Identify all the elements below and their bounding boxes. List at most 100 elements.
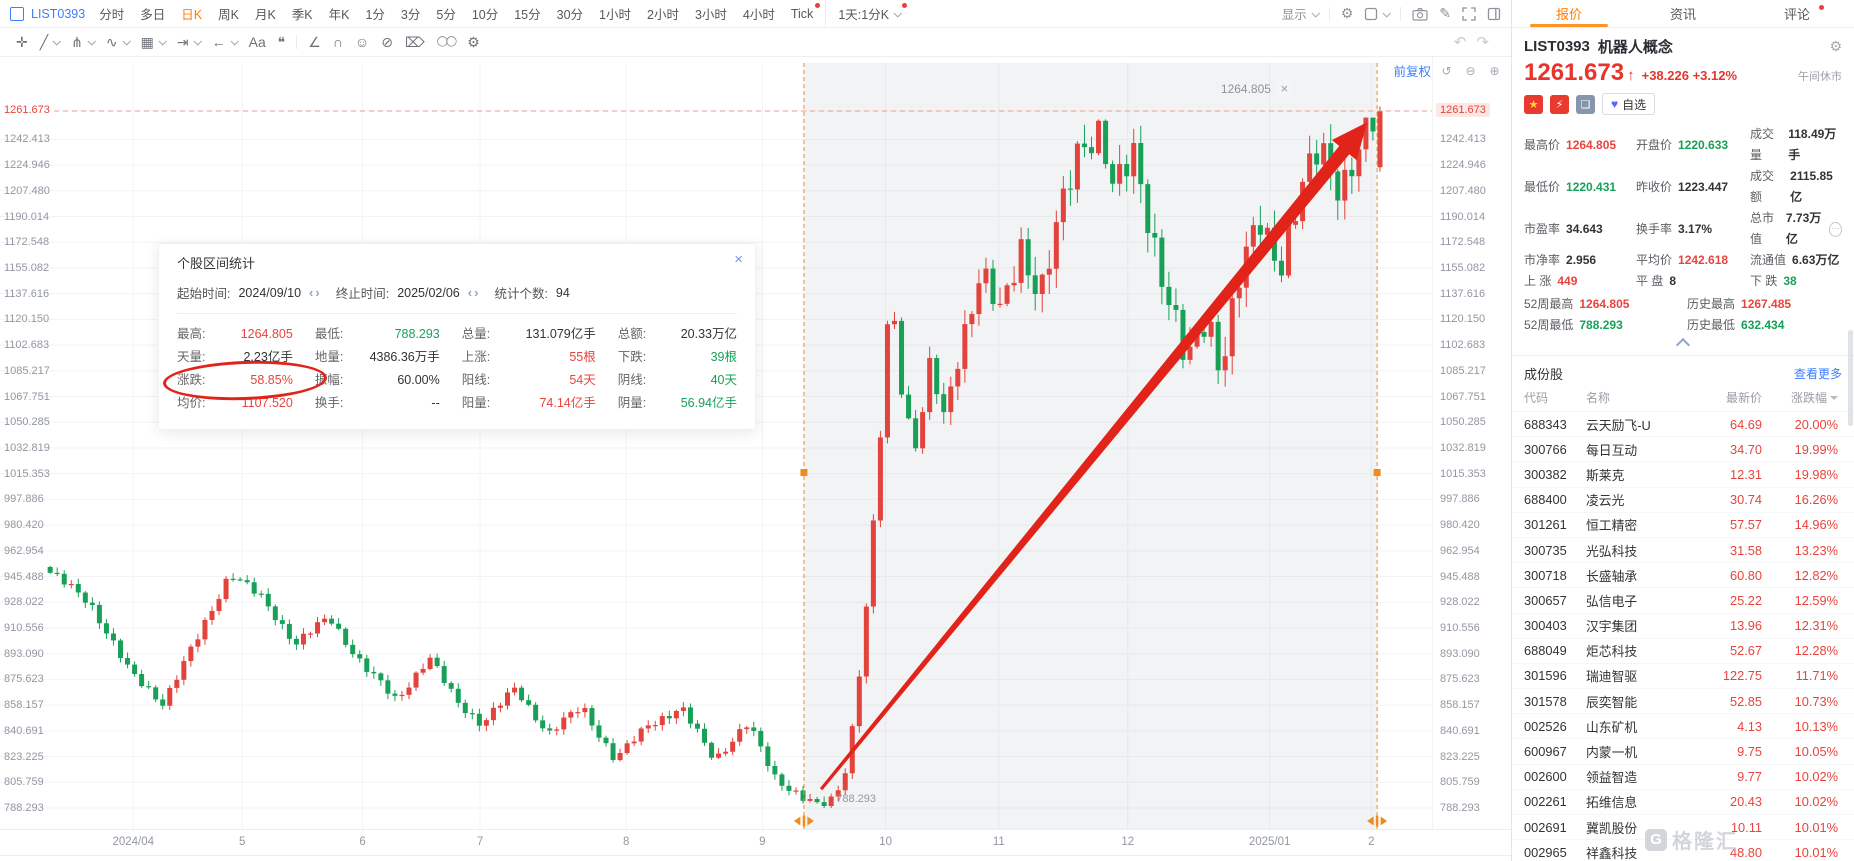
adjust-mode-label[interactable]: 前复权 — [1393, 65, 1431, 79]
pencil-icon[interactable]: ✎ — [1439, 5, 1451, 21]
price-label-right: 928.022 — [1440, 596, 1480, 609]
close-icon[interactable]: × — [1276, 81, 1292, 96]
period-分时[interactable]: 分时 — [91, 0, 132, 27]
stock-name: 冀凯股份 — [1586, 820, 1638, 836]
table-row[interactable]: 301578 辰奕智能 52.85 10.73% — [1512, 688, 1854, 713]
period-年K[interactable]: 年K — [321, 0, 358, 27]
cursor-tool[interactable]: ✛ — [10, 35, 34, 49]
stock-code: 300718 — [1524, 567, 1567, 583]
angle-tool[interactable]: ∠ — [302, 35, 327, 49]
date-stepper-icons[interactable]: ‹› — [309, 285, 322, 300]
fullscreen-icon[interactable] — [1462, 6, 1476, 21]
table-row[interactable]: 301261 恒工精密 57.57 14.96% — [1512, 511, 1854, 537]
text-tool[interactable]: Aa — [243, 35, 272, 49]
trendline-tool[interactable]: ╱ — [34, 35, 65, 49]
period-4小时[interactable]: 4小时 — [735, 0, 783, 27]
layout-icon[interactable] — [1364, 7, 1392, 21]
table-row[interactable]: 688343 云天励飞-U 64.69 20.00% — [1512, 411, 1854, 436]
compare-rings-tool[interactable]: ◯◯ — [431, 37, 461, 47]
stat-value: -- — [431, 396, 440, 410]
add-watchlist-button[interactable]: ♥ 自选 — [1602, 93, 1656, 115]
gear-icon[interactable]: ⚙ — [1340, 5, 1354, 21]
delete-tool[interactable]: ⌦ — [399, 35, 431, 49]
comment-tool[interactable]: ❝ — [272, 35, 292, 49]
reset-view-icon[interactable]: ↺ — [1441, 63, 1452, 78]
period-1分[interactable]: 1分 — [357, 0, 392, 27]
view-more-link[interactable]: 查看更多 — [1793, 367, 1842, 381]
table-row[interactable]: 300766 每日互动 34.70 19.99% — [1512, 436, 1854, 461]
period-日K[interactable]: 日K — [173, 0, 210, 27]
price-label-right: 1120.150 — [1440, 313, 1486, 326]
panel-toggle-icon[interactable] — [1487, 7, 1501, 21]
display-dropdown[interactable]: 显示 — [1282, 4, 1320, 23]
stock-price: 12.31 — [1729, 466, 1762, 482]
table-row[interactable]: 600967 内蒙一机 9.75 10.05% — [1512, 738, 1854, 763]
magnet-tool-glyph: ∩ — [332, 34, 343, 50]
camera-icon[interactable] — [1412, 7, 1428, 21]
price-axis[interactable]: 1261.673 1242.413 1224.946 1207.480 1190.01… — [1432, 57, 1511, 830]
emoji-tool[interactable]: ☺ — [349, 35, 375, 49]
popup-close-icon[interactable]: × — [734, 251, 743, 268]
zoom-in-icon[interactable]: ⊕ — [1489, 63, 1500, 78]
pattern-tool[interactable]: ▦ — [135, 35, 171, 49]
detail-label: 总市值 — [1750, 211, 1775, 246]
scrollbar[interactable] — [1848, 330, 1853, 426]
period-1小时[interactable]: 1小时 — [591, 0, 639, 27]
table-row[interactable]: 300657 弘信电子 25.22 12.59% — [1512, 587, 1854, 612]
table-row[interactable]: 688400 凌云光 30.74 16.26% — [1512, 486, 1854, 512]
period-10分[interactable]: 10分 — [464, 0, 506, 27]
period-多日[interactable]: 多日 — [132, 0, 173, 27]
detail-label: 下 跌 — [1750, 274, 1778, 288]
time-axis[interactable]: 2024/04 5 6 7 8 9 10 11 12 2025/01 2 — [0, 829, 1511, 856]
info-icon[interactable]: ⋯ — [1829, 221, 1842, 237]
period-15分[interactable]: 15分 — [506, 0, 548, 27]
wave-tool[interactable]: ∿ — [100, 35, 135, 49]
tab-评论[interactable]: 评论 — [1740, 0, 1854, 27]
zoom-out-icon[interactable]: ⊖ — [1465, 63, 1476, 78]
draw-settings-tool[interactable]: ⚙ — [461, 35, 486, 49]
start-date-value[interactable]: 2024/09/10 — [238, 285, 302, 300]
period-2小时[interactable]: 2小时 — [639, 0, 687, 27]
arrow-tool[interactable]: ← — [206, 35, 243, 49]
panel-gear-icon[interactable]: ⚙ — [1829, 38, 1842, 54]
pitchfork-tool[interactable]: ⋔ — [65, 35, 100, 49]
symbol-label[interactable]: LIST0393 — [31, 6, 86, 21]
column-header-sortable[interactable]: 涨跌幅 — [1762, 389, 1838, 406]
table-row[interactable]: 002965 祥鑫科技 48.80 10.01% — [1512, 839, 1854, 861]
period-5分[interactable]: 5分 — [428, 0, 463, 27]
period-周K[interactable]: 周K — [210, 0, 247, 27]
chevron-down-icon — [193, 37, 202, 46]
table-row[interactable]: 002526 山东矿机 4.13 10.13% — [1512, 713, 1854, 738]
table-row[interactable]: 002261 拓维信息 20.43 10.02% — [1512, 788, 1854, 814]
period-3小时[interactable]: 3小时 — [687, 0, 735, 27]
table-row[interactable]: 002691 冀凯股份 10.11 10.01% — [1512, 814, 1854, 839]
table-row[interactable]: 002600 领益智造 9.77 10.02% — [1512, 763, 1854, 789]
hide-drawings-tool[interactable]: ⊘ — [375, 35, 399, 49]
magnet-tool[interactable]: ∩ — [327, 35, 349, 49]
period-Tick[interactable]: Tick — [783, 0, 821, 27]
period-季K[interactable]: 季K — [284, 0, 321, 27]
candlestick-chart[interactable] — [0, 57, 1433, 830]
bookmark-icon[interactable]: ❏ — [1576, 94, 1595, 114]
table-row[interactable]: 300403 汉宇集团 13.96 12.31% — [1512, 612, 1854, 638]
collapse-chevron-icon[interactable] — [1675, 337, 1691, 353]
range-tool[interactable]: ⇥ — [171, 35, 206, 49]
period-3分[interactable]: 3分 — [393, 0, 428, 27]
table-row[interactable]: 300718 长盛轴承 60.80 12.82% — [1512, 562, 1854, 587]
hot-rank-icon[interactable]: ⚡ — [1550, 94, 1569, 114]
end-date-value[interactable]: 2025/02/06 — [397, 285, 460, 300]
table-row[interactable]: 300735 光弘科技 31.58 13.23% — [1512, 536, 1854, 562]
period-30分[interactable]: 30分 — [549, 0, 591, 27]
tab-报价[interactable]: 报价 — [1512, 0, 1626, 27]
period-1天:1分K[interactable]: 1天:1分K — [825, 0, 908, 27]
tab-资讯[interactable]: 资讯 — [1626, 0, 1740, 27]
stock-price: 30.74 — [1729, 492, 1762, 508]
stock-code: 301578 — [1524, 693, 1567, 709]
redo-icon[interactable]: ↷ — [1476, 34, 1489, 51]
table-row[interactable]: 300382 斯莱克 12.31 19.98% — [1512, 461, 1854, 486]
table-row[interactable]: 688049 炬芯科技 52.67 12.28% — [1512, 637, 1854, 663]
undo-icon[interactable]: ↶ — [1453, 34, 1467, 51]
date-stepper-icons[interactable]: ‹› — [467, 285, 481, 300]
period-月K[interactable]: 月K — [247, 0, 284, 27]
table-row[interactable]: 301596 瑞迪智驱 122.75 11.71% — [1512, 662, 1854, 688]
